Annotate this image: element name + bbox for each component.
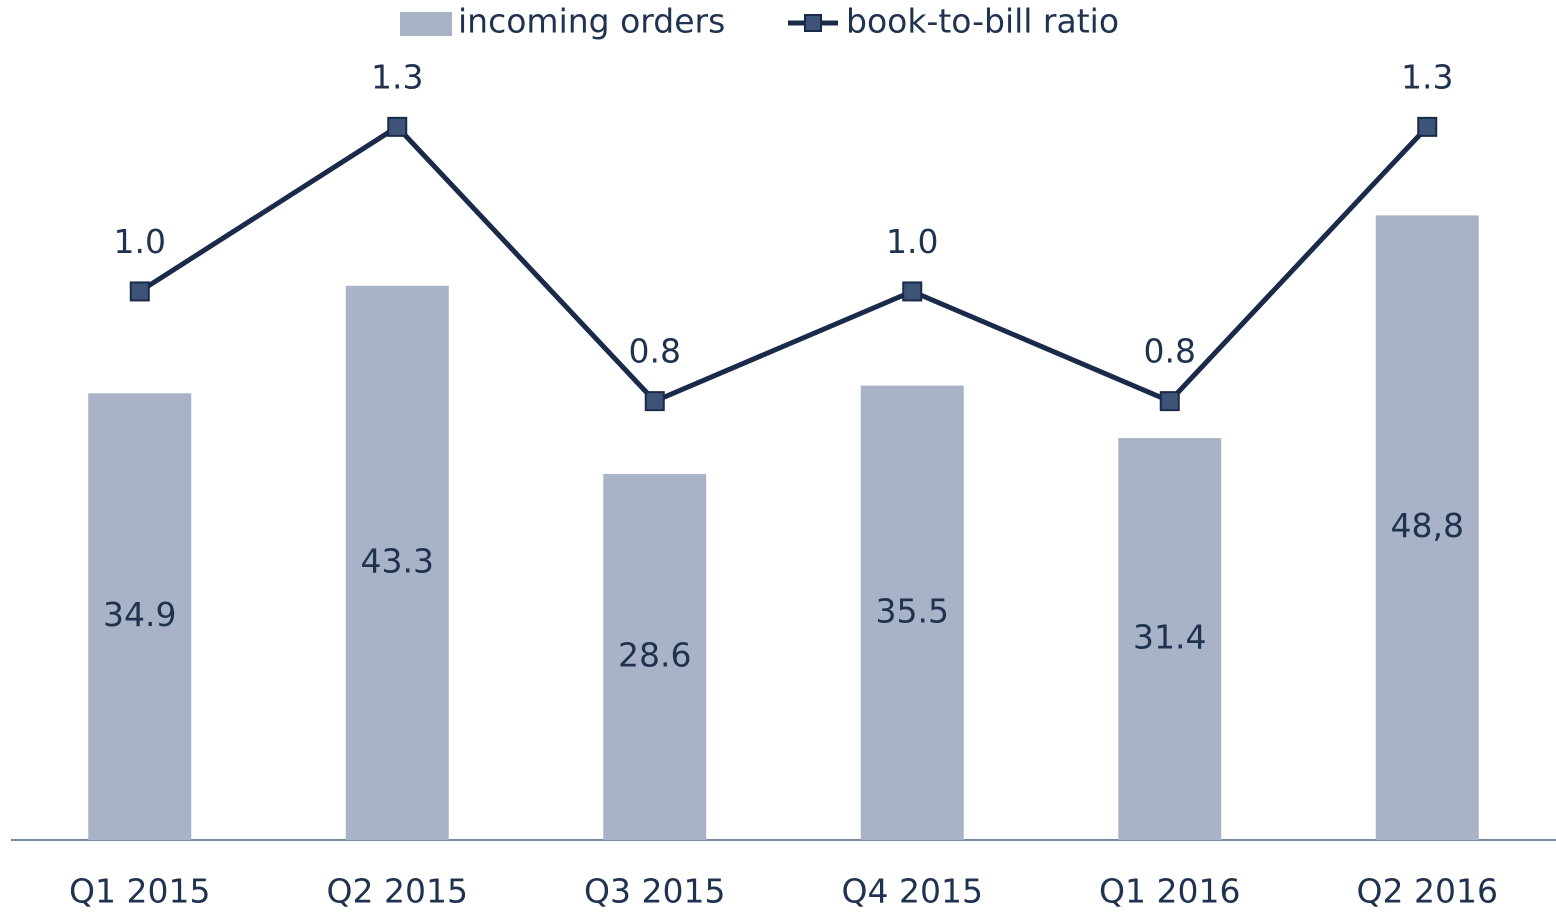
x-tick-label: Q3 2015 — [584, 872, 725, 911]
bar — [1118, 438, 1222, 840]
bar-value-label: 28.6 — [618, 635, 691, 674]
x-tick-label: Q1 2016 — [1099, 872, 1240, 911]
line-marker — [902, 281, 923, 302]
bar — [603, 473, 707, 840]
bar-value-label: 48,8 — [1391, 506, 1464, 545]
line — [138, 123, 1430, 405]
line-value-label: 1.3 — [1401, 57, 1453, 96]
legend-label: incoming orders — [458, 2, 725, 41]
line-marker — [644, 391, 665, 412]
x-tick-label: Q4 2015 — [842, 872, 983, 911]
legend-label: book-to-bill ratio — [846, 2, 1119, 41]
bar-value-label: 43.3 — [361, 541, 434, 580]
line-value-label: 1.0 — [886, 222, 938, 261]
bar-value-label: 35.5 — [876, 591, 949, 630]
legend-marker — [804, 14, 822, 32]
line-value-label: 0.8 — [1144, 332, 1196, 371]
line-value-label: 1.3 — [371, 57, 423, 96]
x-tick-label: Q2 2015 — [327, 872, 468, 911]
bar-value-label: 34.9 — [103, 595, 176, 634]
x-tick-label: Q2 2016 — [1357, 872, 1498, 911]
bar — [860, 385, 964, 840]
bar — [345, 285, 449, 840]
line-marker — [1417, 116, 1438, 137]
bar — [1375, 215, 1479, 841]
bar-value-label: 31.4 — [1133, 618, 1206, 657]
bar — [88, 393, 192, 840]
line-value-label: 0.8 — [629, 332, 681, 371]
legend-swatch — [400, 12, 452, 36]
line-marker — [1159, 391, 1180, 412]
line-marker — [387, 116, 408, 137]
line-value-label: 1.0 — [114, 222, 166, 261]
line-marker — [129, 281, 150, 302]
x-tick-label: Q1 2015 — [69, 872, 210, 911]
